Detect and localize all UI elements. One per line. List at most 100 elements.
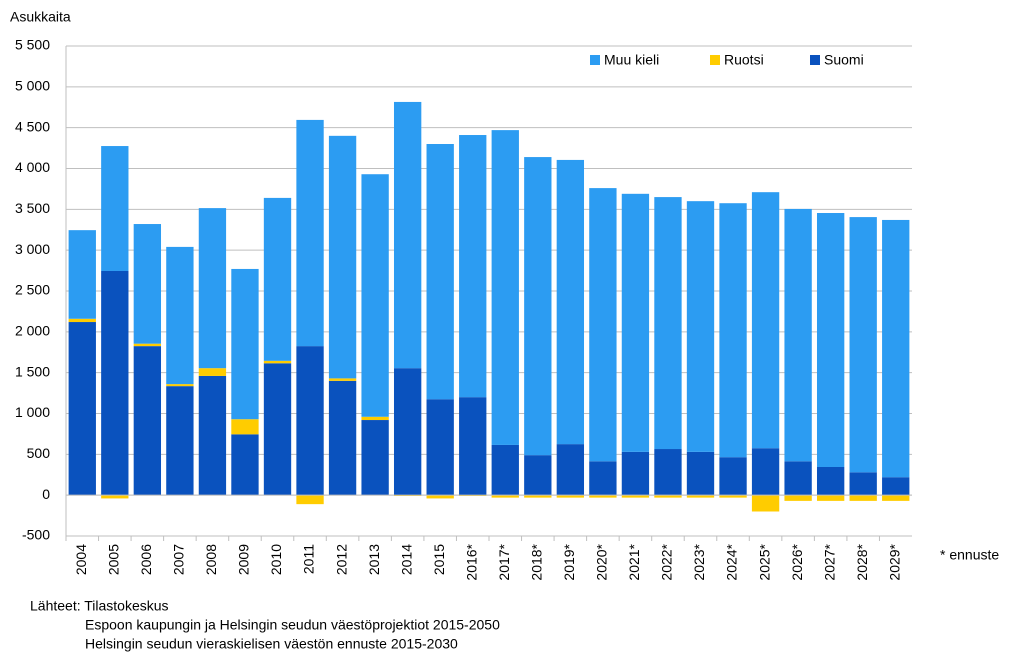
bar-segment [133, 346, 162, 496]
bar-segment [491, 130, 519, 445]
legend-label: Ruotsi [724, 52, 764, 68]
x-tick-label: 2005 [106, 544, 122, 575]
y-tick-label: 5 000 [15, 78, 50, 94]
x-tick-label: 2008 [203, 544, 219, 575]
bar-segment [166, 246, 194, 385]
x-tick-label: 2012 [333, 544, 349, 575]
bar-segment [426, 399, 454, 496]
bar-segment [426, 495, 454, 499]
bar-segment [524, 157, 552, 456]
bar-segment [459, 397, 487, 496]
bar-segment [556, 444, 585, 496]
bar-segment [589, 188, 617, 462]
bar-segment [361, 416, 389, 421]
y-tick-label: 2 500 [15, 282, 50, 298]
bar-segment [328, 380, 357, 496]
bar-segment [719, 495, 747, 498]
y-tick-label: 4 000 [15, 159, 50, 175]
x-tick-label: 2013 [366, 544, 382, 575]
bar-segment [166, 384, 194, 387]
bar-segment [524, 455, 552, 496]
bar-segment [784, 208, 812, 462]
bar-segment [361, 420, 389, 496]
x-tick-label: 2016* [463, 543, 479, 580]
bar-segment [751, 192, 780, 449]
x-tick-label: 2028* [854, 543, 870, 580]
bar-segment [719, 203, 747, 458]
bar-segment [101, 495, 129, 499]
x-tick-label: 2023* [691, 543, 707, 580]
x-tick-label: 2024* [724, 543, 740, 580]
bar-segment [654, 197, 682, 450]
bar-segment [491, 495, 519, 498]
source: Lähteet: Tilastokeskus [30, 598, 169, 614]
y-tick-label: 3 500 [15, 200, 50, 216]
bar-segment [654, 449, 682, 496]
bar-segment [198, 208, 227, 369]
y-tick-label: 1 500 [15, 363, 50, 379]
source: Espoon kaupungin ja Helsingin seudun väe… [85, 617, 500, 633]
annotation: * ennuste [940, 547, 999, 563]
x-tick-label: 2022* [659, 543, 675, 580]
bar-segment [816, 213, 845, 467]
legend-label: Suomi [824, 52, 864, 68]
bar-segment [296, 495, 324, 505]
x-tick-label: 2021* [626, 543, 642, 580]
x-tick-label: 2020* [594, 543, 610, 580]
x-tick-label: 2011 [301, 544, 317, 574]
legend-swatch [590, 55, 600, 65]
bar-segment [198, 375, 227, 496]
bar-segment [751, 448, 780, 496]
bar-segment [361, 174, 389, 417]
x-tick-label: 2027* [821, 543, 837, 580]
y-axis-label: Asukkaita [10, 9, 71, 25]
legend-swatch [810, 55, 820, 65]
bar-segment [816, 495, 845, 501]
bar-segment [686, 201, 715, 452]
bar-segment [296, 346, 324, 496]
x-tick-label: 2009 [236, 544, 252, 575]
bar-segment [133, 343, 162, 347]
x-tick-label: 2026* [789, 543, 805, 580]
y-tick-label: 500 [27, 445, 51, 461]
bar-segment [784, 495, 812, 501]
bar-segment [882, 219, 910, 478]
bar-segment [198, 368, 227, 376]
bar-segment [784, 461, 812, 496]
bar-segment [426, 144, 454, 400]
y-tick-label: 3 000 [15, 241, 50, 257]
bar-segment [621, 193, 650, 452]
x-tick-label: 2029* [886, 543, 902, 580]
bar-segment [68, 230, 96, 319]
bar-segment [621, 495, 650, 498]
bar-segment [654, 495, 682, 498]
y-tick-label: 2 000 [15, 323, 50, 339]
source: Helsingin seudun vieraskielisen väestön … [85, 636, 458, 652]
y-tick-label: 5 500 [15, 37, 50, 53]
bar-segment [686, 495, 715, 498]
bar-segment [231, 268, 259, 420]
bar-segment [849, 217, 877, 473]
x-tick-label: 2017* [496, 543, 512, 580]
bar-segment [686, 451, 715, 496]
bar-segment [556, 159, 585, 445]
x-tick-label: 2018* [529, 543, 545, 580]
x-tick-label: 2006 [138, 544, 154, 575]
bar-segment [263, 363, 292, 496]
bar-segment [589, 461, 617, 496]
y-tick-label: 0 [42, 486, 50, 502]
y-tick-label: -500 [22, 527, 50, 543]
bar-segment [751, 495, 780, 512]
x-tick-label: 2025* [756, 543, 772, 580]
bar-segment [393, 368, 422, 496]
x-tick-label: 2014 [398, 544, 414, 575]
bar-segment [133, 224, 162, 344]
bar-segment [166, 386, 194, 496]
bar-segment [882, 495, 910, 501]
bar-segment [589, 495, 617, 498]
x-tick-label: 2007 [171, 544, 187, 575]
y-tick-label: 4 500 [15, 118, 50, 134]
bar-segment [491, 444, 519, 496]
bar-segment [621, 451, 650, 496]
